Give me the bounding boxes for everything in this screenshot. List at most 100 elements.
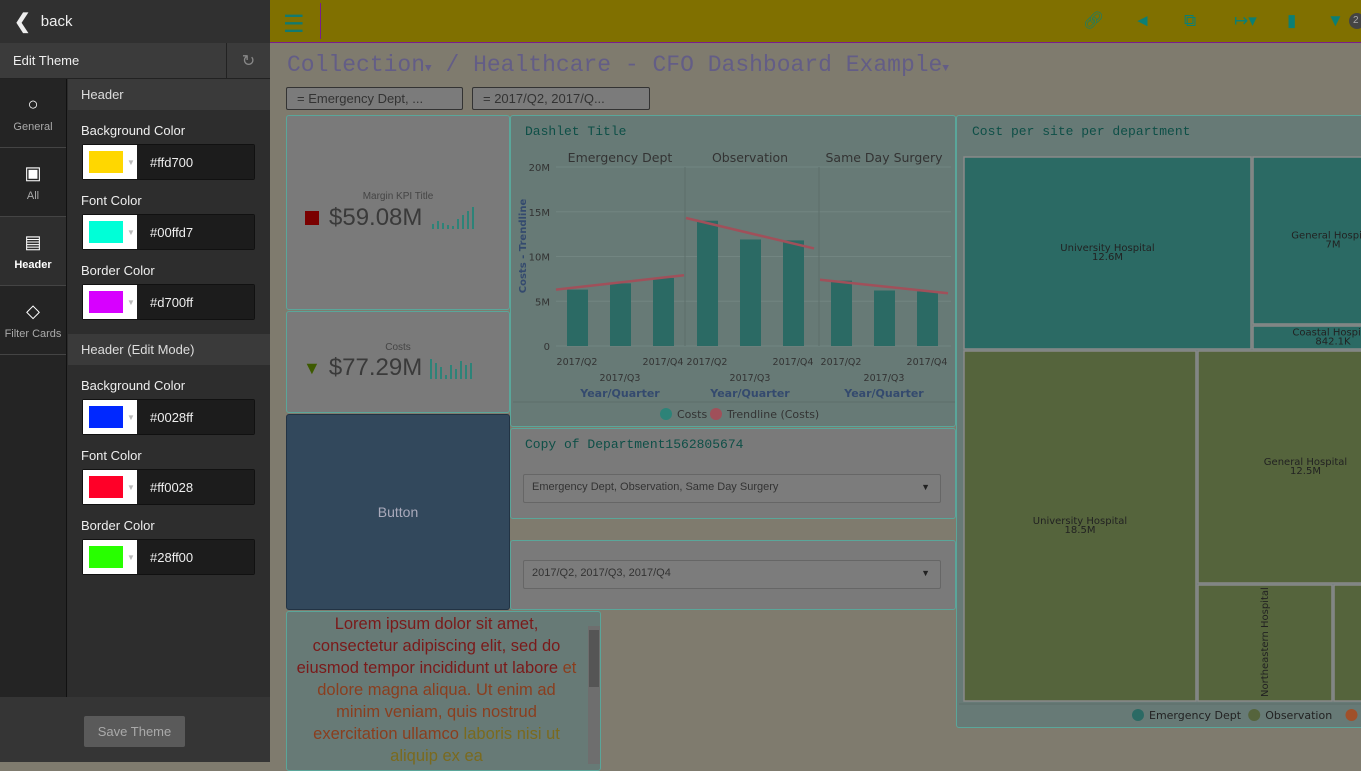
spark-bar: [430, 359, 433, 379]
hex-input[interactable]: #28ff00: [137, 540, 254, 574]
tab-general[interactable]: ○ General: [0, 79, 66, 148]
caret-down-icon: ▼: [127, 412, 135, 422]
tab-all[interactable]: ▣ All: [0, 148, 66, 217]
bookmark-icon[interactable]: ▮: [1287, 11, 1297, 30]
spark-bar: [440, 367, 443, 379]
export-icon[interactable]: ↦▾: [1234, 11, 1257, 30]
department-select[interactable]: Emergency Dept, Observation, Same Day Su…: [523, 474, 941, 503]
x-tick-label: 2017/Q4: [643, 357, 684, 368]
text-content: Lorem ipsum dolor sit amet, consectetur …: [296, 615, 577, 765]
bar: [567, 289, 588, 346]
filter-chip-department[interactable]: = Emergency Dept, ...: [286, 87, 463, 110]
x-axis-label: Year/Quarter: [709, 387, 790, 400]
color-swatch[interactable]: ▼: [83, 285, 137, 319]
square-icon: ▣: [24, 162, 42, 183]
panel-title: Emergency Dept: [568, 150, 673, 165]
chart-title: Cost per site per department: [972, 124, 1191, 139]
color-swatch[interactable]: ▼: [83, 400, 137, 434]
cell-label: Northeastern Hospital: [1260, 587, 1271, 697]
section-header: Header: [68, 79, 270, 110]
triangle-down-icon: ▼: [303, 357, 321, 378]
spark-bar: [442, 223, 445, 229]
filter-title: Copy of Department1562805674: [525, 437, 744, 452]
theme-tabs: ○ General ▣ All ▤ Header ◇ Filter Cards: [0, 79, 67, 697]
announce-icon[interactable]: ◄: [1134, 11, 1151, 30]
caret-down-icon: ▼: [127, 552, 135, 562]
trendline: [685, 216, 815, 250]
window-icon: ▤: [24, 231, 42, 252]
menu-icon[interactable]: ☰: [283, 11, 305, 38]
color-picker: ▼ #00ffd7: [82, 214, 255, 250]
legend-swatch: [1132, 709, 1144, 721]
spark-bar: [447, 225, 450, 229]
cell-value: 12.6M: [1092, 252, 1123, 263]
scrollbar[interactable]: [588, 626, 600, 764]
reset-icon[interactable]: ↻: [226, 43, 270, 79]
bar: [653, 277, 674, 346]
text-widget: Lorem ipsum dolor sit amet, consectetur …: [286, 611, 601, 771]
breadcrumb: Collection▼ / Healthcare - CFO Dashboard…: [287, 52, 949, 78]
spark-bar: [455, 369, 458, 379]
bar-chart: Costs - Trendline 0 5M 10M 15M 20M Emergency D…: [513, 150, 955, 421]
cell-label: University Hospital: [1033, 516, 1127, 527]
caret-down-icon: ▼: [127, 482, 135, 492]
dashboard-title[interactable]: Healthcare - CFO Dashboard Example: [473, 52, 943, 78]
quarter-select[interactable]: 2017/Q2, 2017/Q3, 2017/Q4 ▼: [523, 560, 941, 589]
y-tick-label: 0: [544, 342, 550, 353]
cell-label: General Hospital: [1291, 231, 1361, 242]
hex-input[interactable]: #ffd700: [137, 145, 254, 179]
color-picker: ▼ #d700ff: [82, 284, 255, 320]
caret-down-icon: ▼: [127, 227, 135, 237]
theme-fields: Header Background Color ▼ #ffd700 Font Color…: [68, 79, 270, 697]
spark-bar: [465, 365, 468, 379]
y-tick-label: 10M: [529, 253, 550, 264]
chevron-down-icon: ▼: [921, 482, 930, 492]
field-label: Background Color: [81, 378, 186, 393]
filter-icon[interactable]: ▼: [1327, 11, 1344, 30]
legend-swatch: [1345, 709, 1358, 721]
color-swatch[interactable]: ▼: [83, 540, 137, 574]
dashboard-button[interactable]: Button: [286, 414, 510, 610]
panel-title: Same Day Surgery: [825, 150, 943, 165]
x-tick-label: 2017/Q2: [821, 357, 862, 368]
tab-filter-cards[interactable]: ◇ Filter Cards: [0, 286, 66, 355]
link-icon[interactable]: 🔗︎: [1083, 11, 1105, 30]
color-swatch[interactable]: ▼: [83, 145, 137, 179]
kpi-tile-margin: Margin KPI Title $59.08M: [286, 115, 510, 310]
field-label: Border Color: [81, 518, 155, 533]
spark-bar: [457, 219, 460, 229]
tab-header[interactable]: ▤ Header: [0, 217, 66, 286]
kpi-tile-costs: Costs ▼ $77.29M: [286, 311, 510, 413]
hex-input[interactable]: #0028ff: [137, 400, 254, 434]
color-swatch[interactable]: ▼: [83, 215, 137, 249]
trendline: [819, 278, 949, 295]
hex-input[interactable]: #00ffd7: [137, 215, 254, 249]
x-axis-label: Year/Quarter: [843, 387, 924, 400]
filter-chip-quarter[interactable]: = 2017/Q2, 2017/Q...: [472, 87, 650, 110]
theme-sidebar: ❮ back Edit Theme ↻ ○ General ▣ All ▤ Header…: [0, 0, 270, 762]
section-header: Header (Edit Mode): [68, 334, 270, 365]
color-picker: ▼ #28ff00: [82, 539, 255, 575]
treemap-cell: [1333, 584, 1361, 702]
kpi-title: Margin KPI Title: [362, 191, 434, 202]
cell-value: 842.1K: [1315, 337, 1351, 348]
spark-bar: [437, 221, 440, 229]
x-tick-label: 2017/Q2: [557, 357, 598, 368]
legend-swatch: [1248, 709, 1261, 721]
chevron-left-icon: ❮: [14, 11, 31, 33]
save-theme-button[interactable]: Save Theme: [84, 716, 185, 747]
color-swatch[interactable]: ▼: [83, 470, 137, 504]
legend-swatch: [660, 408, 672, 420]
collection-link[interactable]: Collection: [287, 52, 426, 78]
back-button[interactable]: ❮ back: [0, 0, 270, 43]
hex-input[interactable]: #d700ff: [137, 285, 254, 319]
kpi-value: $59.08M: [329, 204, 423, 231]
copy-icon[interactable]: ⧉: [1184, 11, 1197, 30]
divider: [320, 3, 321, 39]
chevron-down-icon: ▼: [921, 568, 930, 578]
color-picker: ▼ #0028ff: [82, 399, 255, 435]
field-label: Border Color: [81, 263, 155, 278]
hex-input[interactable]: #ff0028: [137, 470, 254, 504]
legend-label: Costs: [677, 408, 707, 421]
y-axis-label: Costs - Trendline: [518, 199, 529, 294]
